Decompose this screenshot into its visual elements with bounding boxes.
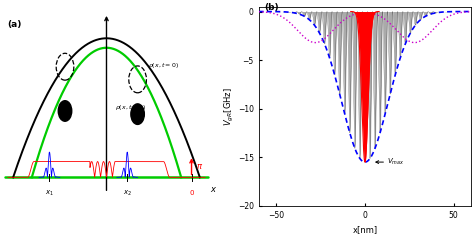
Text: $\rho(x,t=0)$: $\rho(x,t=0)$ [148, 61, 179, 70]
Text: $\pi$: $\pi$ [196, 162, 203, 171]
Text: x: x [210, 185, 215, 194]
Text: $V_{max}$: $V_{max}$ [387, 157, 404, 167]
Text: 0: 0 [189, 190, 194, 196]
X-axis label: x[nm]: x[nm] [352, 225, 377, 234]
Text: $x_1$: $x_1$ [45, 189, 54, 198]
Y-axis label: $V_{gR}$[GHz]: $V_{gR}$[GHz] [223, 87, 237, 126]
Text: (b): (b) [264, 3, 279, 12]
Text: $\rho(x,t>0)$: $\rho(x,t>0)$ [115, 103, 146, 112]
Text: $x_2$: $x_2$ [123, 189, 132, 198]
Text: (a): (a) [7, 20, 21, 29]
Circle shape [58, 101, 72, 121]
Circle shape [131, 104, 145, 124]
